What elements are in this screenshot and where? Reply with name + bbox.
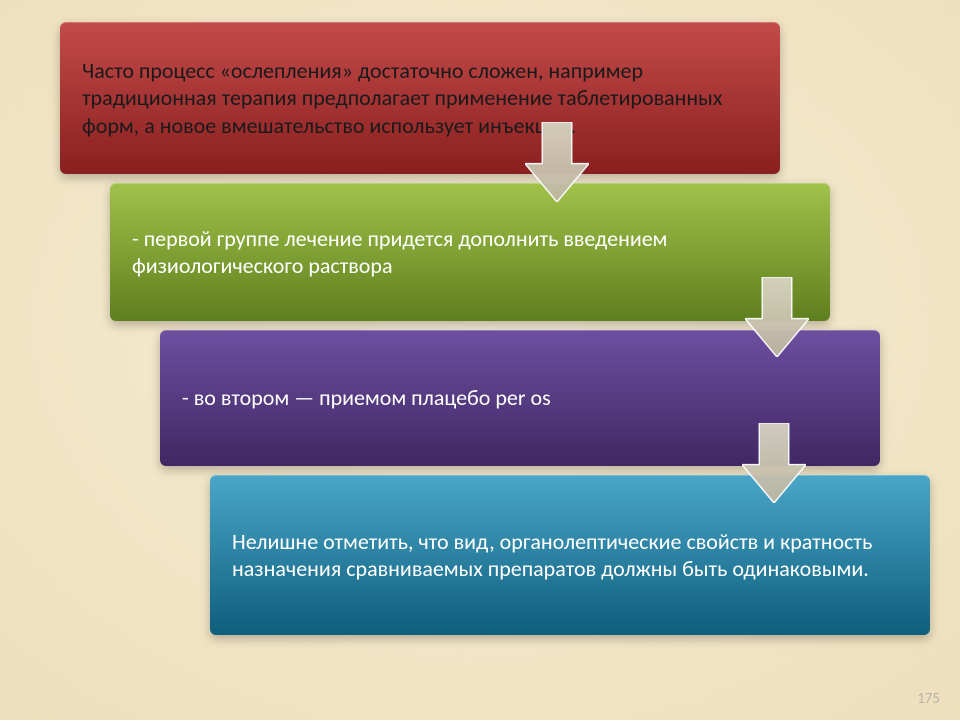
process-block-1: Часто процесс «ослепления» достаточно сл… — [60, 22, 780, 174]
process-block-text: Часто процесс «ослепления» достаточно сл… — [82, 57, 758, 140]
process-block-text: Нелишне отметить, что вид, органолептиче… — [232, 528, 908, 583]
process-block-text: - первой группе лечение придется дополни… — [132, 225, 808, 280]
process-block-text: - во втором — приемом плацебо per os — [182, 384, 551, 412]
process-block-2: - первой группе лечение придется дополни… — [110, 183, 830, 321]
page-number: 175 — [917, 690, 940, 708]
process-block-4: Нелишне отметить, что вид, органолептиче… — [210, 475, 930, 635]
slide-content: Часто процесс «ослепления» достаточно сл… — [0, 0, 960, 720]
process-block-3: - во втором — приемом плацебо per os — [160, 330, 880, 466]
